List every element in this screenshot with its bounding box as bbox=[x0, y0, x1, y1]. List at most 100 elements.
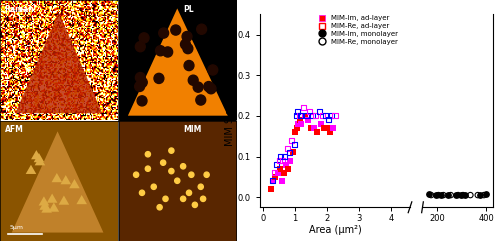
Point bbox=[292, 126, 300, 130]
Point bbox=[275, 159, 283, 162]
Circle shape bbox=[196, 24, 206, 34]
Point bbox=[432, 193, 440, 197]
Polygon shape bbox=[48, 202, 59, 212]
Point bbox=[312, 114, 320, 118]
Circle shape bbox=[138, 77, 147, 87]
Point bbox=[444, 193, 452, 197]
Point bbox=[276, 167, 284, 171]
Text: MIM: MIM bbox=[183, 125, 202, 134]
Point bbox=[282, 163, 290, 167]
Circle shape bbox=[180, 196, 186, 201]
Point bbox=[294, 110, 302, 114]
Circle shape bbox=[140, 190, 144, 195]
Point bbox=[318, 114, 326, 118]
Point bbox=[330, 126, 338, 130]
Point bbox=[482, 192, 490, 196]
Point bbox=[306, 110, 314, 114]
Polygon shape bbox=[31, 150, 42, 159]
Point bbox=[476, 193, 484, 197]
Polygon shape bbox=[16, 12, 102, 113]
Circle shape bbox=[180, 164, 186, 169]
Point bbox=[315, 110, 323, 114]
Point bbox=[304, 118, 312, 122]
Point bbox=[286, 151, 294, 154]
Circle shape bbox=[208, 65, 218, 75]
Point bbox=[307, 126, 315, 130]
Point bbox=[274, 171, 281, 175]
Circle shape bbox=[163, 47, 172, 57]
Circle shape bbox=[171, 25, 180, 35]
Point bbox=[466, 193, 474, 197]
Point bbox=[446, 193, 454, 197]
Point bbox=[474, 193, 482, 197]
Polygon shape bbox=[128, 8, 228, 116]
Legend: MIM-Im, ad-layer, MIM-Re, ad-layer, MIM-Im, monolayer, MIM-Re, monolayer: MIM-Im, ad-layer, MIM-Re, ad-layer, MIM-… bbox=[312, 13, 401, 47]
Circle shape bbox=[189, 172, 194, 177]
Polygon shape bbox=[52, 173, 62, 182]
Point bbox=[292, 114, 300, 118]
Circle shape bbox=[182, 32, 192, 42]
Point bbox=[294, 122, 302, 126]
Circle shape bbox=[156, 46, 166, 56]
Point bbox=[456, 193, 464, 197]
Point bbox=[316, 122, 324, 126]
Point bbox=[267, 187, 275, 191]
Circle shape bbox=[183, 44, 193, 54]
Circle shape bbox=[188, 75, 198, 85]
Point bbox=[440, 193, 448, 197]
Circle shape bbox=[198, 184, 203, 189]
Polygon shape bbox=[34, 156, 45, 165]
Circle shape bbox=[163, 196, 168, 201]
Point bbox=[290, 142, 298, 146]
Point bbox=[278, 179, 285, 183]
Point bbox=[299, 106, 307, 110]
Point bbox=[276, 154, 284, 158]
Point bbox=[280, 171, 288, 175]
Point bbox=[296, 118, 304, 122]
Circle shape bbox=[134, 172, 138, 177]
Point bbox=[480, 193, 488, 197]
Point bbox=[331, 114, 339, 118]
Point bbox=[452, 193, 460, 197]
Circle shape bbox=[204, 172, 209, 177]
Polygon shape bbox=[26, 165, 36, 174]
Text: Raman: Raman bbox=[4, 5, 34, 14]
Text: AFM: AFM bbox=[4, 125, 24, 134]
Circle shape bbox=[184, 60, 194, 71]
Circle shape bbox=[134, 81, 144, 91]
Point bbox=[268, 179, 276, 183]
Circle shape bbox=[200, 196, 205, 201]
Point bbox=[310, 126, 318, 130]
Circle shape bbox=[157, 205, 162, 210]
Point bbox=[270, 179, 278, 183]
Text: PL: PL bbox=[183, 5, 194, 14]
Polygon shape bbox=[40, 201, 50, 210]
Circle shape bbox=[186, 190, 192, 195]
Point bbox=[437, 193, 445, 197]
Polygon shape bbox=[69, 179, 80, 188]
Circle shape bbox=[139, 33, 149, 43]
Point bbox=[300, 114, 308, 118]
Point bbox=[424, 192, 432, 196]
Circle shape bbox=[192, 202, 198, 208]
Point bbox=[296, 114, 304, 118]
X-axis label: Area (μm²): Area (μm²) bbox=[308, 225, 362, 234]
Point bbox=[272, 163, 280, 167]
Circle shape bbox=[174, 178, 180, 183]
Circle shape bbox=[206, 84, 216, 94]
Point bbox=[324, 118, 332, 122]
Circle shape bbox=[193, 82, 203, 92]
Circle shape bbox=[151, 184, 156, 189]
Y-axis label: MIM Signal (V): MIM Signal (V) bbox=[225, 76, 235, 146]
Text: 5μm: 5μm bbox=[10, 225, 24, 230]
Point bbox=[284, 167, 292, 171]
Circle shape bbox=[136, 42, 145, 52]
Point bbox=[298, 122, 306, 126]
Polygon shape bbox=[34, 153, 44, 162]
Polygon shape bbox=[38, 196, 49, 206]
Circle shape bbox=[137, 96, 147, 106]
Circle shape bbox=[169, 168, 174, 174]
Circle shape bbox=[169, 148, 174, 153]
Point bbox=[459, 193, 467, 197]
Circle shape bbox=[158, 28, 168, 38]
